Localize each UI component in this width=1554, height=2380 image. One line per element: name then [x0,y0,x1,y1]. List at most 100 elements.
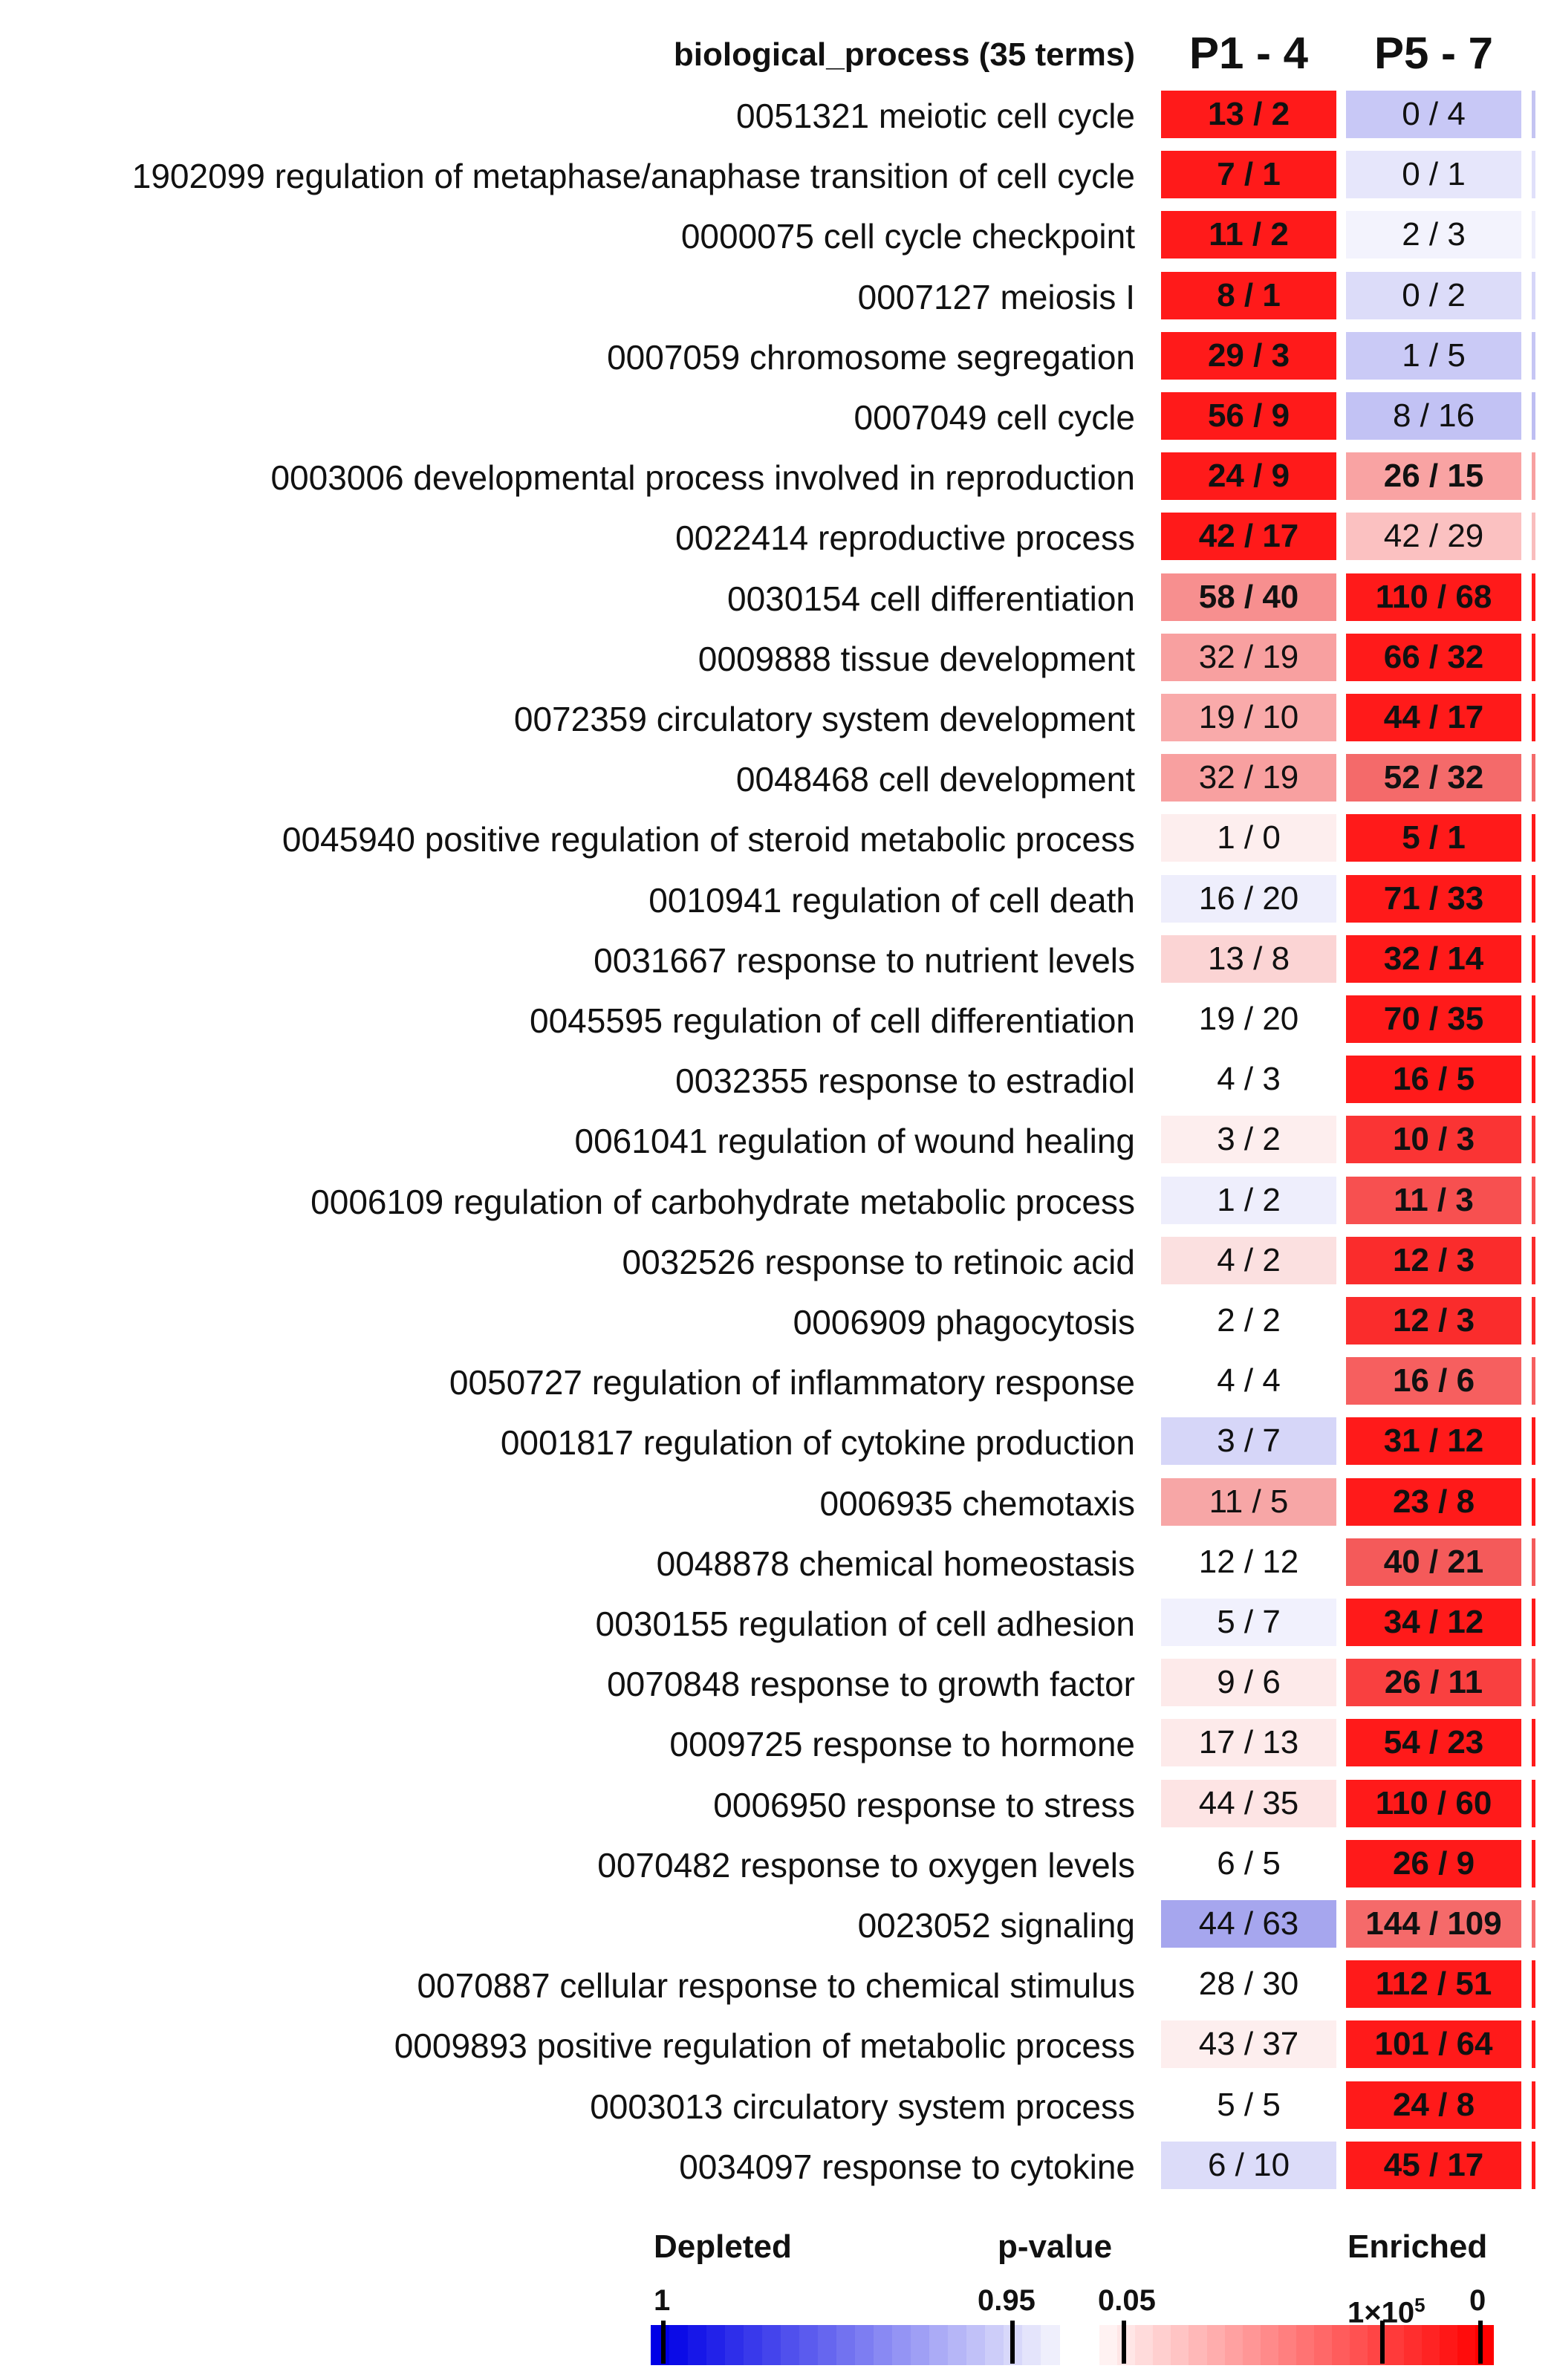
table-row: 0045940 positive regulation of steroid m… [0,810,1554,870]
legend-enriched-swatch [1171,2325,1190,2365]
table-row: 0070887 cellular response to chemical st… [0,1956,1554,2016]
term-label: 0045940 positive regulation of steroid m… [282,820,1135,859]
cell-p1-4: 4 / 4 [1161,1357,1336,1405]
cell-p5-7: 45 / 17 [1346,2141,1521,2189]
legend-tick-mark-0 [1478,2321,1483,2364]
cell-p1-4: 4 / 2 [1161,1236,1336,1284]
table-row: 0032526 response to retinoic acid 4 / 2 12… [0,1232,1554,1293]
row-edge-marker [1532,1236,1535,1284]
legend-enriched-label: Enriched [1347,2228,1488,2265]
term-label: 0070482 response to oxygen levels [597,1845,1135,1885]
legend-tick-mark-005 [1122,2321,1126,2364]
legend-depleted-swatch [836,2325,856,2365]
cell-p1-4: 44 / 63 [1161,1900,1336,1948]
term-label: 0006909 phagocytosis [793,1303,1135,1342]
term-label: 0061041 regulation of wound healing [574,1122,1135,1161]
table-row: 0032355 response to estradiol 4 / 3 16 / 5 [0,1051,1554,1111]
row-edge-marker [1532,1900,1535,1948]
column-header-p1-4: P1 - 4 [1189,28,1309,78]
term-label: 0009888 tissue development [698,639,1135,678]
legend-depleted-swatch [1022,2325,1041,2365]
legend-depleted-swatch [892,2325,911,2365]
legend-tick-mark-1e5 [1380,2321,1385,2364]
row-edge-marker [1532,452,1535,501]
term-label: 0051321 meiotic cell cycle [736,97,1135,135]
cell-p5-7: 16 / 6 [1346,1357,1521,1405]
cell-p1-4: 1 / 2 [1161,1176,1336,1224]
cell-p1-4: 43 / 37 [1161,2020,1336,2069]
cell-p1-4: 12 / 12 [1161,1538,1336,1586]
legend-depleted-swatch [966,2325,986,2365]
cell-p5-7: 101 / 64 [1346,2020,1521,2069]
row-edge-marker [1532,1538,1535,1586]
cell-p5-7: 70 / 35 [1346,995,1521,1043]
legend-depleted-swatch [929,2325,949,2365]
table-row: 0034097 response to cytokine 6 / 10 45 / 1… [0,2137,1554,2197]
cell-p5-7: 40 / 21 [1346,1538,1521,1586]
table-row: 0031667 response to nutrient levels 13 / … [0,931,1554,991]
term-label: 0030154 cell differentiation [726,579,1135,618]
table-row: 0061041 regulation of wound healing 3 / 2… [0,1111,1554,1171]
legend-enriched-swatch [1242,2325,1261,2365]
cell-p1-4: 1 / 0 [1161,814,1336,862]
cell-p1-4: 5 / 7 [1161,1599,1336,1646]
cell-p1-4: 6 / 5 [1161,1839,1336,1888]
cell-p1-4: 4 / 3 [1161,1056,1336,1104]
cell-p1-4: 2 / 2 [1161,1297,1336,1345]
row-edge-marker [1532,2020,1535,2069]
term-label: 0006109 regulation of carbohydrate metab… [311,1182,1135,1221]
cell-p5-7: 0 / 4 [1346,91,1521,138]
term-label: 0007049 cell cycle [854,398,1135,437]
row-edge-marker [1532,633,1535,681]
legend-enriched-swatch [1296,2325,1316,2365]
term-label: 0048468 cell development [735,760,1135,799]
table-row: 0023052 signaling 44 / 63 144 / 109 [0,1896,1554,1956]
table-row: 0030155 regulation of cell adhesion 5 / 7… [0,1594,1554,1654]
legend-enriched-swatch [1385,2325,1405,2365]
row-edge-marker [1532,1839,1535,1888]
table-row: 0006950 response to stress 44 / 35 110 / 6… [0,1775,1554,1836]
legend-enriched-swatch [1439,2325,1458,2365]
cell-p5-7: 24 / 8 [1346,2081,1521,2129]
cell-p5-7: 11 / 3 [1346,1176,1521,1224]
cell-p1-4: 58 / 40 [1161,573,1336,621]
legend-enriched-swatch [1278,2325,1297,2365]
cell-p5-7: 8 / 16 [1346,392,1521,440]
legend-depleted-swatch [688,2325,707,2365]
row-edge-marker [1532,995,1535,1043]
cell-p5-7: 52 / 32 [1346,754,1521,802]
cell-p5-7: 26 / 11 [1346,1659,1521,1707]
term-label: 0070848 response to growth factor [607,1665,1135,1704]
cell-p5-7: 26 / 15 [1346,452,1521,501]
term-label: 0032526 response to retinoic acid [622,1242,1135,1281]
legend-enriched-swatch [1189,2325,1208,2365]
term-label: 0009725 response to hormone [669,1725,1135,1764]
term-label: 0007127 meiosis I [857,277,1135,316]
term-label: 0006950 response to stress [713,1785,1135,1824]
legend-depleted-swatch [874,2325,893,2365]
row-edge-marker [1532,934,1535,983]
cell-p5-7: 12 / 3 [1346,1236,1521,1284]
legend-enriched-gradient [1099,2325,1494,2365]
row-edge-marker [1532,573,1535,621]
term-label: 0031667 response to nutrient levels [594,940,1135,980]
cell-p5-7: 66 / 32 [1346,633,1521,681]
cell-p5-7: 12 / 3 [1346,1297,1521,1345]
term-label: 0009893 positive regulation of metabolic… [394,2026,1135,2066]
legend-enriched-swatch [1099,2325,1119,2365]
table-row: 0001817 regulation of cytokine productio… [0,1413,1554,1473]
cell-p5-7: 16 / 5 [1346,1056,1521,1104]
table-row: 0050727 regulation of inflammatory respo… [0,1353,1554,1413]
table-row: 0070482 response to oxygen levels 6 / 5 26… [0,1836,1554,1896]
cell-p5-7: 44 / 17 [1346,694,1521,741]
table-row: 0045595 regulation of cell differentiati… [0,991,1554,1051]
legend-depleted-swatch [762,2325,781,2365]
row-edge-marker [1532,331,1535,380]
cell-p5-7: 144 / 109 [1346,1900,1521,1948]
table-row: 0009888 tissue development 32 / 19 66 / 32 [0,629,1554,689]
cell-p1-4: 29 / 3 [1161,331,1336,380]
cell-p1-4: 3 / 2 [1161,1116,1336,1164]
